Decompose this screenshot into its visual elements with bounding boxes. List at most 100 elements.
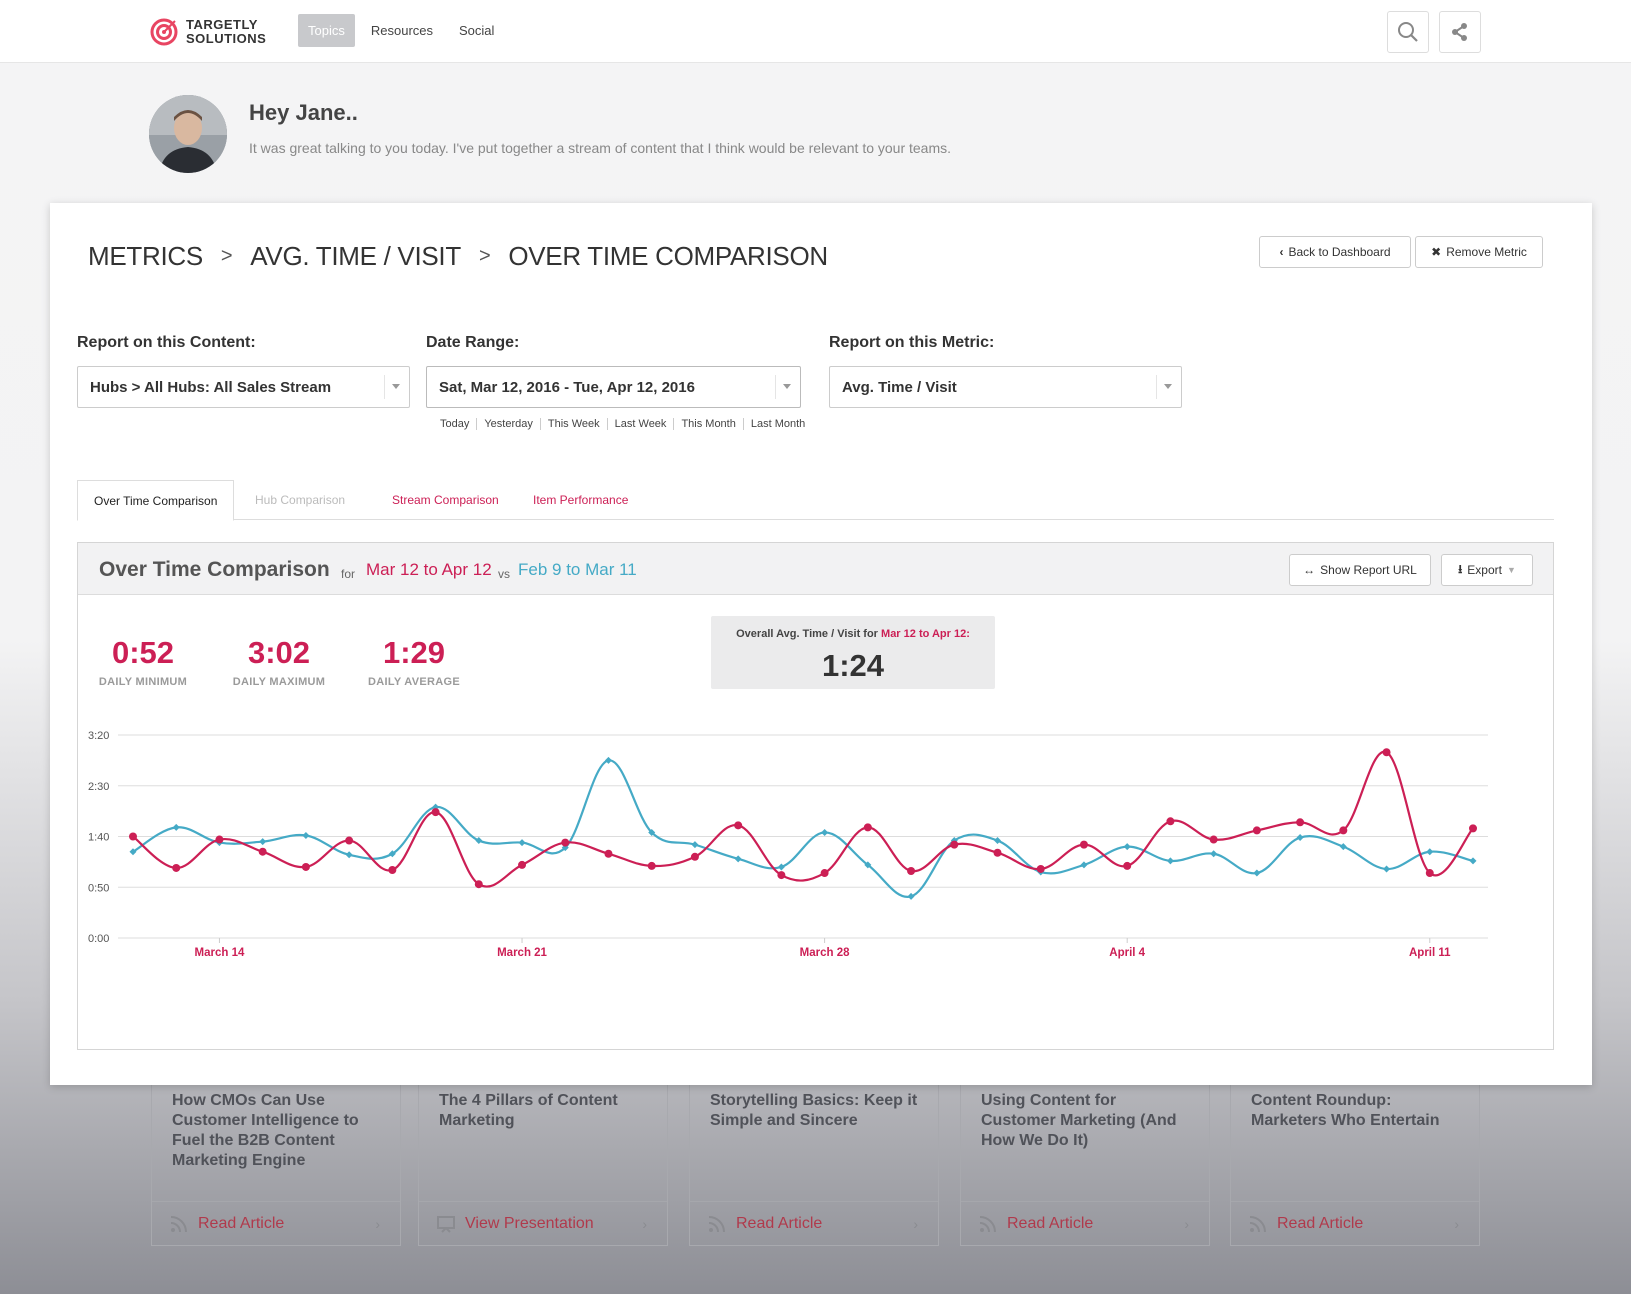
tab-stream-comparison[interactable]: Stream Comparison: [392, 493, 499, 507]
data-point-compare: [1296, 834, 1304, 842]
search-button[interactable]: [1387, 11, 1429, 53]
quick-date-ranges: Today Yesterday This Week Last Week This…: [433, 418, 812, 430]
card-link[interactable]: Read Article: [1007, 1214, 1094, 1232]
card-link[interactable]: Read Article: [1277, 1214, 1364, 1232]
data-point-primary: [1079, 840, 1088, 849]
data-point-primary: [993, 848, 1002, 857]
rss-icon: [1249, 1215, 1266, 1232]
avatar: [149, 95, 227, 173]
breadcrumb-metric[interactable]: AVG. TIME / VISIT: [250, 241, 461, 271]
card-link[interactable]: View Presentation: [465, 1214, 594, 1232]
data-point-primary: [1339, 826, 1348, 835]
overall-label-text: Overall Avg. Time / Visit for: [736, 628, 878, 640]
overall-label: Overall Avg. Time / Visit for Mar 12 to …: [711, 628, 995, 640]
card-footer[interactable]: Read Article ›: [1231, 1201, 1479, 1245]
chart-vs-label: vs: [498, 567, 510, 581]
data-point-compare: [561, 844, 569, 852]
brand-line-2: SOLUTIONS: [186, 31, 267, 46]
data-point-primary: [604, 849, 613, 858]
data-point-compare: [1253, 869, 1261, 877]
data-point-compare: [1469, 857, 1477, 865]
export-button[interactable]: ⭳ Export ▼: [1441, 554, 1533, 586]
data-point-compare: [1426, 848, 1434, 856]
content-select[interactable]: Hubs > All Hubs: All Sales Stream: [77, 366, 410, 408]
overall-value: 1:24: [821, 648, 885, 683]
data-point-primary: [907, 867, 916, 876]
content-card[interactable]: Using Content for Customer Marketing (An…: [960, 1060, 1210, 1246]
select-divider: [1156, 375, 1157, 399]
x-tick-label: March 14: [195, 947, 245, 959]
chart-for-label: for: [341, 567, 356, 581]
date-range-label: Date Range:: [426, 334, 520, 351]
quick-range-last-week[interactable]: Last Week: [606, 418, 674, 430]
export-label: Export: [1467, 563, 1502, 577]
data-point-primary: [1036, 864, 1045, 873]
nav-topics[interactable]: Topics: [298, 14, 355, 47]
series-line-primary: [132, 750, 1474, 888]
data-point-primary: [172, 863, 181, 872]
share-button[interactable]: [1439, 11, 1481, 53]
data-point-compare: [1339, 843, 1347, 851]
x-tick-label: March 21: [497, 947, 547, 959]
tab-item-performance[interactable]: Item Performance: [533, 493, 629, 507]
chevron-right-icon: ›: [642, 1215, 647, 1232]
card-footer[interactable]: View Presentation ›: [419, 1201, 667, 1245]
data-point-primary: [820, 869, 829, 878]
tab-hub-comparison[interactable]: Hub Comparison: [255, 493, 346, 507]
y-tick-label: 3:20: [88, 730, 109, 742]
quick-range-today[interactable]: Today: [440, 418, 470, 430]
data-point-compare: [129, 848, 137, 856]
compare-range: Feb 9 to Mar 11: [518, 560, 637, 579]
data-point-primary: [647, 861, 656, 870]
stat-daily-minimum-value: 0:52: [111, 635, 175, 670]
remove-metric-button[interactable]: ✖ Remove Metric: [1415, 236, 1543, 268]
date-range-select[interactable]: Sat, Mar 12, 2016 - Tue, Apr 12, 2016: [426, 366, 801, 408]
line-chart: 0:00 0:50 1:40 2:30 3:20 March 14 March 21 Mar…: [88, 730, 1488, 959]
metric-select[interactable]: Avg. Time / Visit: [829, 366, 1182, 408]
download-icon: ⭳: [1458, 561, 1463, 576]
data-point-compare: [907, 892, 915, 900]
card-footer[interactable]: Read Article ›: [152, 1201, 400, 1245]
data-point-primary: [258, 847, 267, 856]
y-tick-label: 0:00: [88, 933, 109, 945]
content-card[interactable]: The 4 Pillars of Content Marketing View …: [418, 1060, 668, 1246]
data-point-compare: [345, 851, 353, 859]
chart-header: Over Time Comparison for Mar 12 to Apr 1…: [78, 543, 1553, 595]
select-divider: [775, 375, 776, 399]
brand-logo[interactable]: TARGETLY SOLUTIONS: [150, 18, 266, 46]
data-point-compare: [1080, 861, 1088, 869]
content-card[interactable]: Content Roundup: Marketers Who Entertain…: [1230, 1060, 1480, 1246]
stat-daily-maximum-label: DAILY MAXIMUM: [232, 676, 326, 688]
data-point-compare: [1166, 857, 1174, 865]
card-footer[interactable]: Read Article ›: [690, 1201, 938, 1245]
quick-range-last-month[interactable]: Last Month: [742, 418, 812, 430]
data-point-primary: [734, 821, 743, 830]
quick-range-yesterday[interactable]: Yesterday: [476, 418, 540, 430]
card-footer[interactable]: Read Article ›: [961, 1201, 1209, 1245]
rss-icon: [979, 1215, 996, 1232]
data-point-compare: [1383, 865, 1391, 873]
quick-range-this-week[interactable]: This Week: [539, 418, 607, 430]
tab-over-time-comparison[interactable]: Over Time Comparison: [77, 480, 235, 521]
data-point-compare: [1210, 850, 1218, 858]
nav-social[interactable]: Social: [459, 23, 495, 38]
chevron-right-icon: ›: [1184, 1215, 1189, 1232]
card-link[interactable]: Read Article: [736, 1214, 823, 1232]
nav-resources[interactable]: Resources: [370, 23, 433, 38]
show-report-url-button[interactable]: ↔ Show Report URL: [1289, 554, 1431, 586]
quick-range-this-month[interactable]: This Month: [673, 418, 742, 430]
metric-filter-label: Report on this Metric:: [829, 334, 995, 351]
content-select-value: Hubs > All Hubs: All Sales Stream: [90, 378, 332, 396]
content-card[interactable]: Storytelling Basics: Keep it Simple and …: [689, 1060, 939, 1246]
data-point-primary: [777, 871, 786, 880]
card-title: Using Content for Customer Marketing (An…: [981, 1092, 1177, 1149]
card-link[interactable]: Read Article: [198, 1214, 285, 1232]
data-point-primary: [1166, 817, 1175, 826]
target-icon: [150, 18, 178, 46]
rss-icon: [170, 1215, 187, 1232]
share-icon: [1452, 23, 1467, 41]
data-point-compare: [648, 828, 656, 836]
back-to-dashboard-button[interactable]: ‹ Back to Dashboard: [1259, 236, 1411, 268]
content-card[interactable]: How CMOs Can Use Customer Intelligence t…: [151, 1060, 401, 1246]
breadcrumb-metrics[interactable]: METRICS: [88, 241, 203, 271]
